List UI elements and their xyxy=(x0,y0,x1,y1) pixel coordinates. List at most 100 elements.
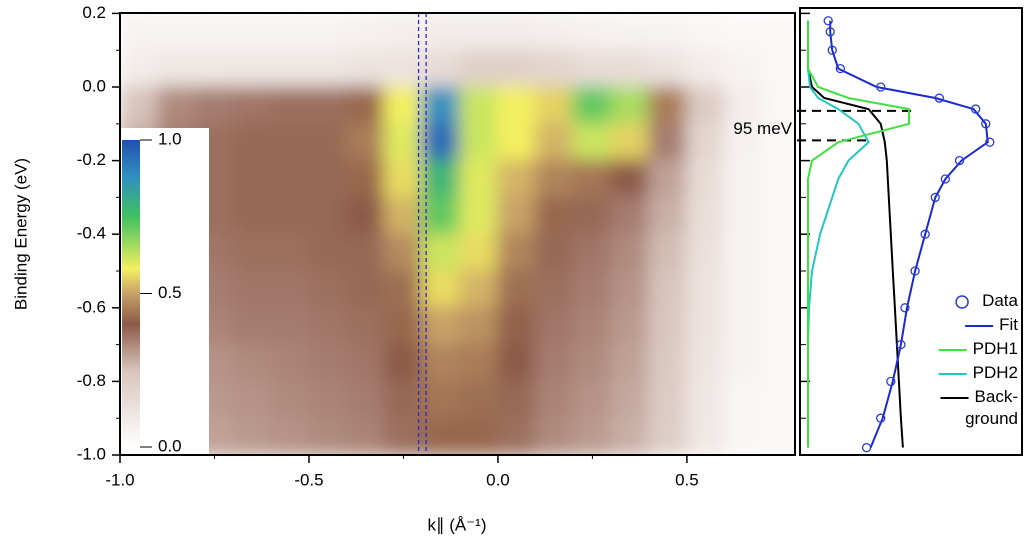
heatmap-cell xyxy=(497,160,537,199)
heatmap-cell xyxy=(610,196,650,235)
heatmap-cell xyxy=(384,307,424,346)
heatmap-cells xyxy=(119,12,801,456)
heatmap-cell xyxy=(573,307,613,346)
heatmap-cell xyxy=(686,12,726,51)
heatmap-cell xyxy=(270,344,310,383)
heatmap-cell xyxy=(497,380,537,419)
heatmap-cell xyxy=(724,12,764,51)
heatmap-cell xyxy=(232,233,272,272)
heatmap-cell xyxy=(459,307,499,346)
y-tick-label: 0.0 xyxy=(82,76,106,95)
data-point xyxy=(824,17,832,25)
heatmap-cell xyxy=(686,49,726,88)
heatmap-cell xyxy=(573,49,613,88)
heatmap-cell xyxy=(724,160,764,199)
heatmap-cell xyxy=(459,233,499,272)
heatmap-cell xyxy=(346,86,386,125)
heatmap-cell xyxy=(686,344,726,383)
x-axis-title: k∥ (Å⁻¹) xyxy=(427,515,486,534)
y-tick-label: 0.2 xyxy=(82,3,106,22)
heatmap-cell xyxy=(270,196,310,235)
heatmap-cell xyxy=(421,49,461,88)
heatmap-cell xyxy=(270,160,310,199)
heatmap-cell xyxy=(724,380,764,419)
heatmap-cell xyxy=(459,344,499,383)
heatmap-cell xyxy=(724,344,764,383)
heatmap-cell xyxy=(459,49,499,88)
heatmap-cell xyxy=(610,307,650,346)
heatmap-cell xyxy=(724,307,764,346)
legend-label: PDH1 xyxy=(973,339,1018,358)
legend-marker xyxy=(956,296,968,308)
heatmap-cell xyxy=(459,270,499,309)
heatmap-cell xyxy=(648,160,688,199)
heatmap-cell xyxy=(648,307,688,346)
heatmap-cell xyxy=(497,196,537,235)
heatmap-cell xyxy=(421,123,461,162)
heatmap-cell xyxy=(232,49,272,88)
heatmap-cell xyxy=(421,160,461,199)
heatmap-cell xyxy=(346,196,386,235)
heatmap-cell xyxy=(195,86,235,125)
heatmap-cell xyxy=(497,344,537,383)
legend-label: Back-ground xyxy=(965,387,1018,428)
heatmap-cell xyxy=(195,12,235,51)
heatmap-cell xyxy=(610,270,650,309)
heatmap-cell xyxy=(308,307,348,346)
heatmap-cell xyxy=(308,344,348,383)
heatmap-cell xyxy=(610,233,650,272)
series-line xyxy=(830,21,988,448)
heatmap-cell xyxy=(384,123,424,162)
heatmap-cell xyxy=(119,12,159,51)
heatmap-cell xyxy=(535,123,575,162)
heatmap-cell xyxy=(384,12,424,51)
y-tick-label: -0.8 xyxy=(77,371,106,390)
heatmap-cell xyxy=(346,160,386,199)
heatmap-cell xyxy=(270,12,310,51)
heatmap-cell xyxy=(459,380,499,419)
colorbar: 1.00.50.0 xyxy=(121,128,209,455)
heatmap-cell xyxy=(610,417,650,456)
colorbar-label: 0.5 xyxy=(158,283,182,302)
heatmap-cell xyxy=(535,196,575,235)
heatmap-cell xyxy=(270,307,310,346)
x-tick-label: -1.0 xyxy=(105,470,134,489)
heatmap-cell xyxy=(232,270,272,309)
heatmap-cell xyxy=(346,12,386,51)
heatmap-cell xyxy=(384,380,424,419)
heatmap-cell xyxy=(610,160,650,199)
heatmap-cell xyxy=(384,233,424,272)
heatmap-cell xyxy=(308,233,348,272)
heatmap-cell xyxy=(648,12,688,51)
heatmap-cell xyxy=(648,233,688,272)
heatmap-cell xyxy=(497,307,537,346)
heatmap-cell xyxy=(195,49,235,88)
heatmap-cell xyxy=(724,49,764,88)
heatmap-cell xyxy=(573,344,613,383)
heatmap-cell xyxy=(573,270,613,309)
heatmap-cell xyxy=(648,270,688,309)
heatmap-cell xyxy=(686,86,726,125)
heatmap-cell xyxy=(421,196,461,235)
heatmap-cell xyxy=(384,86,424,125)
heatmap-cell xyxy=(459,12,499,51)
y-tick-label: -0.4 xyxy=(77,224,106,243)
heatmap-cell xyxy=(308,123,348,162)
heatmap-cell xyxy=(346,307,386,346)
data-point xyxy=(863,444,871,452)
heatmap-cell xyxy=(232,86,272,125)
heatmap-cell xyxy=(308,417,348,456)
heatmap-cell xyxy=(346,380,386,419)
colorbar-label: 0.0 xyxy=(158,436,182,455)
heatmap-cell xyxy=(308,12,348,51)
heatmap-cell xyxy=(648,380,688,419)
x-tick-label: 0.0 xyxy=(486,470,510,489)
heatmap-cell xyxy=(724,233,764,272)
heatmap-cell xyxy=(648,86,688,125)
heatmap-cell xyxy=(535,417,575,456)
heatmap-cell xyxy=(535,344,575,383)
heatmap-cell xyxy=(232,12,272,51)
heatmap-cell xyxy=(535,307,575,346)
heatmap-cell xyxy=(346,49,386,88)
heatmap-cell xyxy=(308,49,348,88)
